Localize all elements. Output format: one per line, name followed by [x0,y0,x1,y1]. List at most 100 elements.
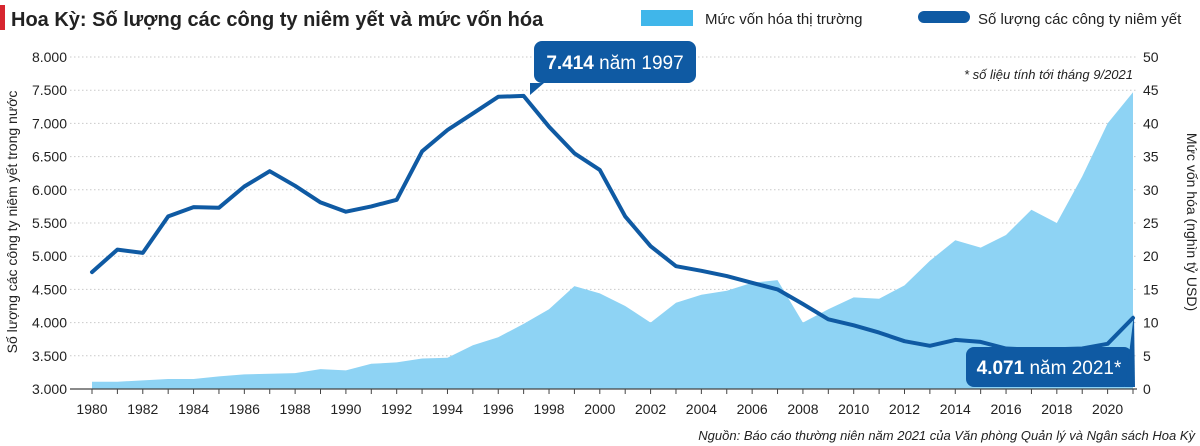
y-right-tick-label: 40 [1143,115,1159,131]
y-right-tick-label: 30 [1143,182,1159,198]
y-left-axis-title: Số lượng các công ty niêm yết trong nước [4,91,20,354]
x-tick-label: 1990 [330,401,361,417]
source-note: Nguồn: Báo cáo thường niên năm 2021 của … [698,428,1196,443]
chart-title: Hoa Kỳ: Số lượng các công ty niêm yết và… [11,9,544,31]
legend-area-label: Mức vốn hóa thị trường [705,11,863,28]
line-point [699,269,703,273]
line-point [344,210,348,214]
area-series-layer [92,92,1133,389]
callout-pointer [1125,313,1135,387]
x-tick-label: 2000 [584,401,615,417]
callout-label: 4.071 năm 2021* [977,358,1122,379]
y-right-tick-label: 5 [1143,348,1151,364]
x-tick-label: 2006 [737,401,768,417]
line-point [445,128,449,132]
market-cap-area [92,92,1133,389]
line-point [420,149,424,153]
x-tick-label: 1988 [280,401,311,417]
y-left-tick-label: 3.000 [32,381,67,397]
line-point [1106,342,1110,346]
line-point [522,94,526,98]
x-tick-label: 2008 [787,401,818,417]
listed-companies-line [90,93,1135,352]
x-tick-label: 1992 [381,401,412,417]
y-left-tick-label: 5.000 [32,248,67,264]
line-point [801,302,805,306]
x-tick-label: 2010 [838,401,869,417]
x-tick-label: 2020 [1092,401,1123,417]
y-right-tick-label: 35 [1143,149,1159,165]
x-tick-label: 2014 [940,401,971,417]
x-tick-label: 2012 [889,401,920,417]
x-tick-label: 1998 [533,401,564,417]
line-point [242,184,246,188]
line-point [293,184,297,188]
line-point [953,338,957,342]
x-tick-label: 2018 [1041,401,1072,417]
accent-bar [0,5,5,30]
callout-pointer [530,83,544,95]
line-point [268,169,272,173]
callout-box [966,347,1132,387]
line-point [826,317,830,321]
line-point [725,274,729,278]
y-left-tick-label: 4.000 [32,315,67,331]
line-point [902,339,906,343]
x-tick-label: 1982 [127,401,158,417]
y-right-tick-label: 15 [1143,281,1159,297]
y-right-tick-label: 20 [1143,248,1159,264]
line-point [928,344,932,348]
x-tick-label: 1986 [229,401,260,417]
y-left-tick-label: 3.500 [32,348,67,364]
line-point [877,331,881,335]
line-point [115,248,119,252]
line-point [369,204,373,208]
line-point [750,281,754,285]
line-point [90,270,94,274]
callout-box [534,41,696,83]
line-point [572,151,576,155]
line-point [852,323,856,327]
y-left-tick-label: 6.500 [32,149,67,165]
callout-1997: 7.414 năm 1997 [530,41,696,95]
footnote: * số liệu tính tới tháng 9/2021 [964,67,1133,82]
y-right-axis-title: Mức vốn hóa (nghìn tỷ USD) [1184,133,1200,311]
legend-area-swatch [641,10,693,26]
y-right-tick-label: 50 [1143,49,1159,65]
y-left-tick-label: 5.500 [32,215,67,231]
x-tick-label: 1996 [483,401,514,417]
legend-line-label: Số lượng các công ty niêm yết [978,11,1182,28]
line-point [471,111,475,115]
y-right-tick-label: 45 [1143,82,1159,98]
line-point [141,251,145,255]
y-right-tick-label: 0 [1143,381,1151,397]
line-point [496,95,500,99]
y-right-tick-label: 10 [1143,315,1159,331]
y-left-tick-label: 7.000 [32,115,67,131]
x-tick-label: 1980 [76,401,107,417]
x-tick-label: 1984 [178,401,209,417]
y-left-tick-label: 6.000 [32,182,67,198]
annotations: 7.414 năm 1997 4.071 năm 2021* [530,41,1135,387]
legend-line-swatch [918,11,970,23]
x-tick-label: 2016 [990,401,1021,417]
line-point [674,264,678,268]
line-point [649,244,653,248]
line-series-layer [90,93,1135,352]
line-point [192,205,196,209]
x-tick-label: 1994 [432,401,463,417]
x-tick-label: 2002 [635,401,666,417]
line-point [979,340,983,344]
y-right-tick-label: 25 [1143,215,1159,231]
y-left-tick-label: 7.500 [32,82,67,98]
line-point [776,287,780,291]
line-point [395,198,399,202]
line-point [547,125,551,129]
callout-2021: 4.071 năm 2021* [966,313,1135,387]
line-point [598,168,602,172]
line-point [319,200,323,204]
line-point [217,206,221,210]
x-tick-label: 2004 [686,401,717,417]
